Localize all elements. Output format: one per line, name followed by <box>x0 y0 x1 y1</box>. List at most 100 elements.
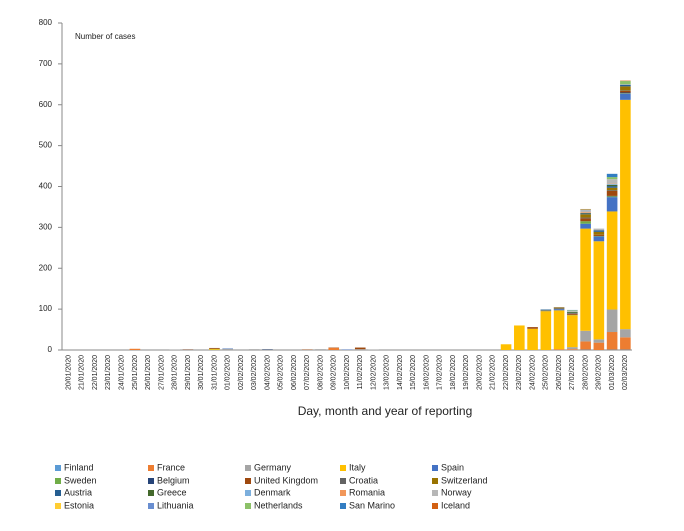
bar-segment <box>580 212 591 214</box>
bar-segment <box>620 93 631 100</box>
x-tick-label: 01/03/2020 <box>609 355 616 390</box>
bar-segment <box>593 231 605 235</box>
bar-segment <box>620 337 631 350</box>
bar-segment <box>606 177 618 180</box>
x-tick-label: 24/02/2020 <box>529 355 536 390</box>
bar-segment <box>248 349 260 350</box>
bar-segment <box>580 218 591 222</box>
bar-segment <box>593 241 605 340</box>
y-tick-label: 800 <box>39 18 53 27</box>
x-tick-label: 22/02/2020 <box>503 355 510 390</box>
bar-segment <box>540 309 552 311</box>
x-tick-label: 14/02/2020 <box>397 355 404 390</box>
annotation: Number of cases <box>75 32 135 41</box>
bar-segment <box>567 313 578 315</box>
legend-swatch <box>245 503 251 509</box>
x-tick-label: 09/02/2020 <box>331 355 338 390</box>
bar-segment <box>328 347 340 350</box>
bar-segment <box>620 84 631 87</box>
bar-segment <box>620 81 631 85</box>
y-tick-label: 500 <box>39 141 53 150</box>
y-tick-label: 700 <box>39 59 53 68</box>
legend-label: Denmark <box>254 487 291 497</box>
bar-segment <box>209 349 220 350</box>
bar-segment <box>580 221 591 224</box>
bar-segment <box>606 184 618 187</box>
bar-segment <box>593 342 605 350</box>
x-tick-label: 05/02/2020 <box>278 355 285 390</box>
x-tick-label: 07/02/2020 <box>304 355 311 390</box>
x-tick-label: 25/01/2020 <box>132 355 139 390</box>
legend-label: Lithuania <box>157 500 194 510</box>
x-tick-label: 29/01/2020 <box>185 355 192 390</box>
legend-swatch <box>55 478 61 484</box>
x-tick-label: 12/02/2020 <box>370 355 377 390</box>
x-tick-label: 06/02/2020 <box>291 355 298 390</box>
bar-segment <box>606 309 618 333</box>
x-tick-label: 26/02/2020 <box>556 355 563 390</box>
y-tick-label: 0 <box>48 345 53 354</box>
legend-label: United Kingdom <box>254 475 318 485</box>
y-tick-label: 600 <box>39 100 53 109</box>
x-tick-label: 01/02/2020 <box>225 355 232 390</box>
legend-swatch <box>148 465 154 471</box>
legend-swatch <box>245 465 251 471</box>
x-tick-label: 23/01/2020 <box>105 355 112 390</box>
bar-segment <box>606 173 618 178</box>
legend-swatch <box>432 465 438 471</box>
legend-swatch <box>55 465 61 471</box>
bar-segment <box>606 190 618 196</box>
bar-segment <box>354 349 366 350</box>
y-tick-label: 300 <box>39 222 53 231</box>
x-tick-label: 27/01/2020 <box>158 355 165 390</box>
bar-segment <box>315 349 326 350</box>
y-tick-label: 100 <box>39 304 53 313</box>
y-tick-label: 400 <box>39 182 53 191</box>
x-tick-label: 21/01/2020 <box>79 355 86 390</box>
x-tick-label: 02/03/2020 <box>622 355 629 390</box>
legend-swatch <box>148 490 154 496</box>
x-tick-label: 26/01/2020 <box>145 355 152 390</box>
x-tick-label: 17/02/2020 <box>437 355 444 390</box>
x-tick-label: 19/02/2020 <box>463 355 470 390</box>
x-tick-label: 16/02/2020 <box>423 355 430 390</box>
x-tick-label: 03/02/2020 <box>251 355 258 390</box>
bar-segment <box>553 349 565 350</box>
bar-segment <box>580 210 591 213</box>
x-tick-label: 04/02/2020 <box>264 355 271 390</box>
bar-segment <box>567 349 578 350</box>
bar-segment <box>593 234 605 236</box>
bar-segment <box>580 330 591 342</box>
bar-segment <box>593 236 605 242</box>
x-tick-label: 08/02/2020 <box>317 355 324 390</box>
legend-label: Croatia <box>349 475 378 485</box>
legend-swatch <box>432 490 438 496</box>
x-tick-label: 02/02/2020 <box>238 355 245 390</box>
bar-segment <box>527 327 538 329</box>
bar-segment <box>567 347 578 350</box>
legend-swatch <box>432 503 438 509</box>
x-tick-label: 25/02/2020 <box>543 355 550 390</box>
bar-segment <box>580 223 591 229</box>
legend-label: Sweden <box>64 475 97 485</box>
bar-segment <box>620 329 631 338</box>
bar-segment <box>129 348 141 350</box>
legend-label: Finland <box>64 462 94 472</box>
legend-label: Switzerland <box>441 475 488 485</box>
legend-swatch <box>432 478 438 484</box>
bar-segment <box>606 190 618 191</box>
legend-swatch <box>148 503 154 509</box>
bar-segment <box>580 341 591 350</box>
legend-label: Romania <box>349 487 385 497</box>
bar-segment <box>606 186 618 188</box>
bar-segment <box>514 325 525 350</box>
bar-segment <box>222 348 233 350</box>
bar-segment <box>553 308 565 310</box>
legend-swatch <box>245 478 251 484</box>
legend-swatch <box>340 478 346 484</box>
legend-label: Belgium <box>157 475 190 485</box>
bar-segment <box>580 228 591 331</box>
legend-label: Netherlands <box>254 500 303 510</box>
bar-segment <box>580 213 591 215</box>
